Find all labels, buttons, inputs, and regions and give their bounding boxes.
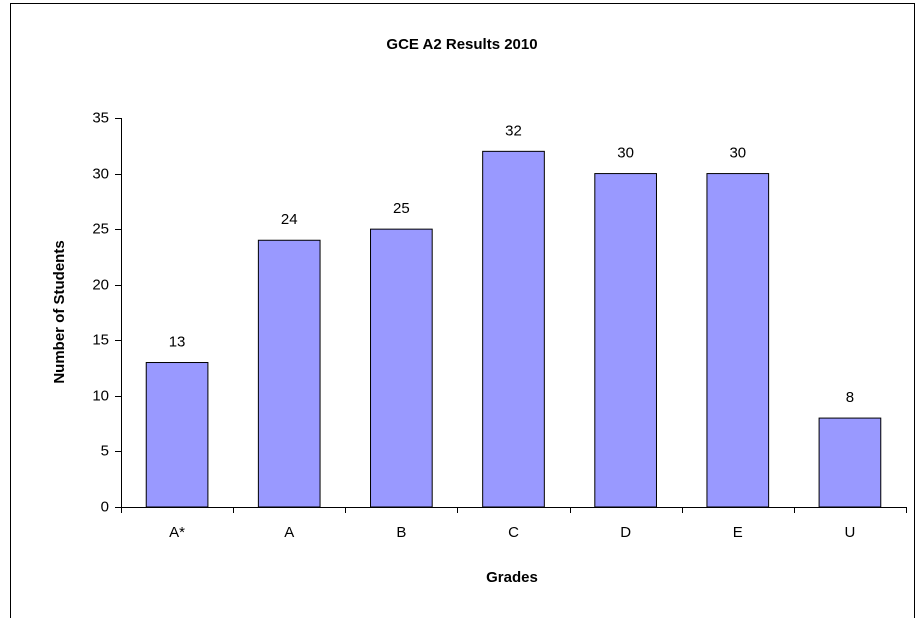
data-label: 25 — [393, 200, 410, 217]
y-tick-label: 10 — [92, 387, 109, 404]
x-tick-label: A* — [169, 524, 185, 541]
bar — [482, 150, 545, 508]
data-label: 13 — [169, 333, 186, 350]
x-tick-label: A — [284, 524, 294, 541]
y-tick-label: 5 — [101, 442, 109, 459]
x-axis-label: Grades — [486, 569, 538, 586]
y-tick-label: 15 — [92, 331, 109, 348]
bar — [257, 239, 321, 508]
bar — [818, 417, 882, 508]
data-label: 24 — [281, 211, 298, 228]
x-tick-label: C — [508, 524, 519, 541]
y-tick-label: 0 — [101, 498, 109, 515]
y-axis-label: Number of Students — [51, 240, 68, 383]
chart-border — [10, 3, 915, 618]
y-tick-label: 25 — [92, 220, 109, 237]
x-tick-label: U — [845, 524, 856, 541]
x-tick-label: D — [620, 524, 631, 541]
bar — [145, 362, 209, 508]
x-tick-label: B — [396, 524, 406, 541]
bar — [370, 228, 433, 508]
bar — [706, 173, 770, 508]
y-tick-label: 35 — [92, 109, 109, 126]
data-label: 30 — [729, 145, 746, 162]
data-label: 8 — [846, 389, 854, 406]
data-label: 30 — [617, 145, 634, 162]
x-tick-label: E — [733, 524, 743, 541]
y-tick-label: 20 — [92, 276, 109, 293]
chart-title: GCE A2 Results 2010 — [386, 36, 537, 53]
y-tick-label: 30 — [92, 165, 109, 182]
bar — [594, 173, 657, 508]
data-label: 32 — [505, 122, 522, 139]
